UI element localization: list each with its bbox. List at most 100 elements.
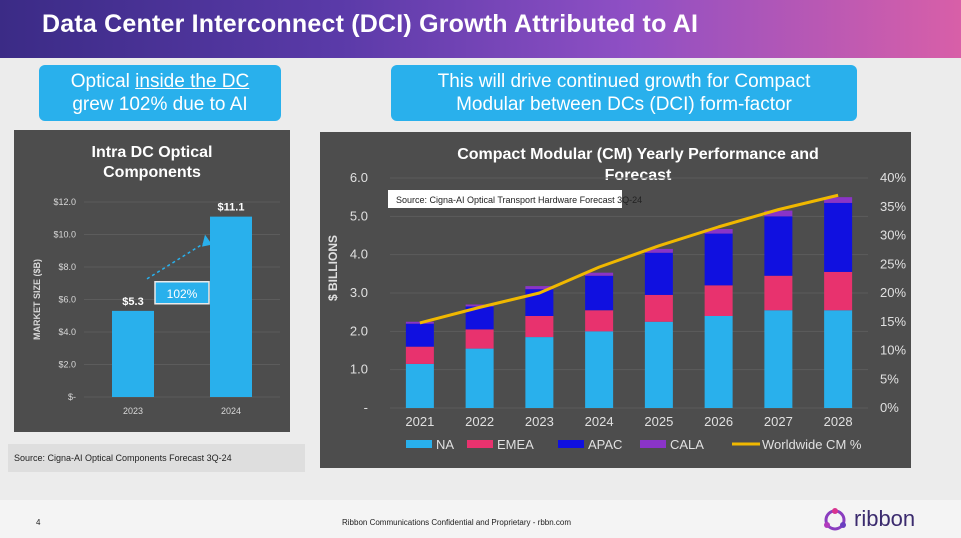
right-y2tick-7: 35% — [880, 199, 906, 214]
right-bar-cala-2026 — [704, 228, 733, 234]
right-bar-emea-2024 — [585, 310, 614, 332]
left-y-axis-label: MARKET SIZE ($B) — [32, 259, 42, 340]
right-legend-swatch-cala — [640, 440, 666, 448]
left-growth-badge — [154, 281, 210, 305]
right-bar-emea-2021 — [405, 346, 434, 364]
right-ytick-6: 6.0 — [350, 170, 368, 185]
ribbon-logo: ribbon — [820, 506, 940, 534]
right-xtick-2023: 2023 — [525, 414, 554, 429]
right-y2tick-1: 5% — [880, 371, 899, 386]
right-y2tick-2: 10% — [880, 343, 906, 358]
right-xtick-2027: 2027 — [764, 414, 793, 429]
right-bar-apac-2026 — [704, 233, 733, 286]
right-legend-swatch-apac — [558, 440, 584, 448]
right-bar-emea-2022 — [465, 329, 494, 349]
page-title: Data Center Interconnect (DCI) Growth At… — [42, 10, 699, 38]
right-bar-na-2027 — [764, 310, 793, 408]
right-y2tick-6: 30% — [880, 228, 906, 243]
right-bar-na-2022 — [465, 348, 494, 408]
callout-right-line1: This will drive continued growth for Com… — [437, 71, 811, 92]
left-ytick-0: $- — [68, 392, 76, 402]
callout-left-line2: grew 102% due to AI — [72, 94, 248, 115]
left-bar-2023 — [112, 310, 154, 397]
right-legend-label-apac: APAC — [588, 437, 622, 452]
right-chart-panel: Compact Modular (CM) Yearly Performance … — [320, 132, 911, 468]
right-bar-na-2025 — [644, 321, 673, 408]
right-chart-title-1: Compact Modular (CM) Yearly Performance … — [457, 146, 819, 163]
left-growth-arrow — [146, 241, 206, 280]
callout-left-underlined: inside the DC — [135, 71, 250, 92]
right-chart: Compact Modular (CM) Yearly Performance … — [326, 146, 906, 452]
ribbon-logo-icon — [824, 508, 846, 531]
confidential-notice: Ribbon Communications Confidential and P… — [342, 518, 571, 527]
right-ytick-3: 3.0 — [350, 285, 368, 300]
right-y2tick-3: 15% — [880, 314, 906, 329]
right-bar-emea-2023 — [525, 316, 554, 338]
callout-left: Optical inside the DC grew 102% due to A… — [39, 65, 281, 121]
right-xtick-2028: 2028 — [824, 414, 853, 429]
ribbon-logo-text: ribbon — [854, 506, 916, 531]
right-chart-source: Source: Cigna-AI Optical Transport Hardw… — [396, 195, 642, 205]
right-ytick-1: 1.0 — [350, 362, 368, 377]
left-chart-panel: Intra DC Optical Components $- $2.0 $4.0 $6.0… — [14, 130, 290, 432]
left-chart-title-2: Components — [103, 164, 201, 181]
right-bar-emea-2028 — [824, 271, 853, 311]
right-chart-source-box — [388, 190, 622, 208]
right-legend-swatch-na — [406, 440, 432, 448]
left-chart-title-1: Intra DC Optical — [92, 144, 213, 161]
right-ytick-4: 4.0 — [350, 247, 368, 262]
right-ytick-0: - — [364, 400, 368, 415]
right-legend-label-worldwide: Worldwide CM % — [762, 437, 862, 452]
callout-left-pre: Optical — [70, 71, 136, 92]
callout-right-line2: Modular between DCs (DCI) form-factor — [456, 94, 792, 115]
right-y2tick-4: 20% — [880, 285, 906, 300]
left-bar-2024 — [210, 216, 252, 397]
right-bar-apac-2022 — [465, 306, 494, 330]
right-bar-na-2024 — [585, 331, 614, 408]
left-bar-label-2024: $11.1 — [218, 202, 245, 214]
left-growth-arrowhead — [202, 234, 212, 247]
left-chart: Intra DC Optical Components $- $2.0 $4.0 $6.0… — [32, 144, 280, 416]
right-bar-cala-2027 — [764, 210, 793, 217]
right-bar-na-2021 — [405, 363, 434, 408]
right-ytick-5: 5.0 — [350, 208, 368, 223]
left-growth-label: 102% — [167, 287, 198, 301]
callout-right: This will drive continued growth for Com… — [391, 65, 857, 121]
right-bar-apac-2028 — [824, 202, 853, 272]
page-number: 4 — [36, 518, 41, 527]
right-legend-label-na: NA — [436, 437, 454, 452]
right-bar-emea-2025 — [644, 294, 673, 322]
left-ytick-1: $2.0 — [58, 360, 76, 370]
left-ytick-3: $6.0 — [58, 295, 76, 305]
right-bar-cala-2022 — [465, 304, 494, 307]
right-bar-apac-2025 — [644, 252, 673, 295]
right-y2tick-0: 0% — [880, 400, 899, 415]
left-ytick-5: $10.0 — [53, 230, 76, 240]
right-xtick-2024: 2024 — [585, 414, 614, 429]
right-bar-apac-2027 — [764, 216, 793, 276]
right-bar-na-2028 — [824, 310, 853, 408]
right-bar-cala-2023 — [525, 286, 554, 290]
left-xtick-2023: 2023 — [123, 406, 143, 416]
left-ytick-2: $4.0 — [58, 327, 76, 337]
right-bar-apac-2021 — [405, 323, 434, 347]
right-xtick-2022: 2022 — [465, 414, 494, 429]
left-ytick-6: $12.0 — [53, 197, 76, 207]
right-chart-title-2: Forecast — [605, 167, 672, 184]
header-banner: Data Center Interconnect (DCI) Growth At… — [0, 0, 961, 58]
right-line-worldwide-cm — [419, 193, 839, 325]
right-bar-cala-2024 — [585, 272, 614, 276]
right-bar-cala-2028 — [824, 197, 853, 203]
right-bar-emea-2027 — [764, 275, 793, 311]
left-chart-source: Source: Cigna-AI Optical Components Fore… — [8, 444, 305, 472]
right-bar-apac-2024 — [585, 275, 614, 311]
right-bar-na-2026 — [704, 316, 733, 408]
right-legend-label-emea: EMEA — [497, 437, 534, 452]
left-bar-label-2023: $5.3 — [122, 296, 143, 308]
right-ytick-2: 2.0 — [350, 323, 368, 338]
right-bar-cala-2025 — [644, 248, 673, 253]
right-xtick-2021: 2021 — [405, 414, 434, 429]
left-ytick-4: $8.0 — [58, 262, 76, 272]
right-y2tick-8: 40% — [880, 170, 906, 185]
left-xtick-2024: 2024 — [221, 406, 241, 416]
